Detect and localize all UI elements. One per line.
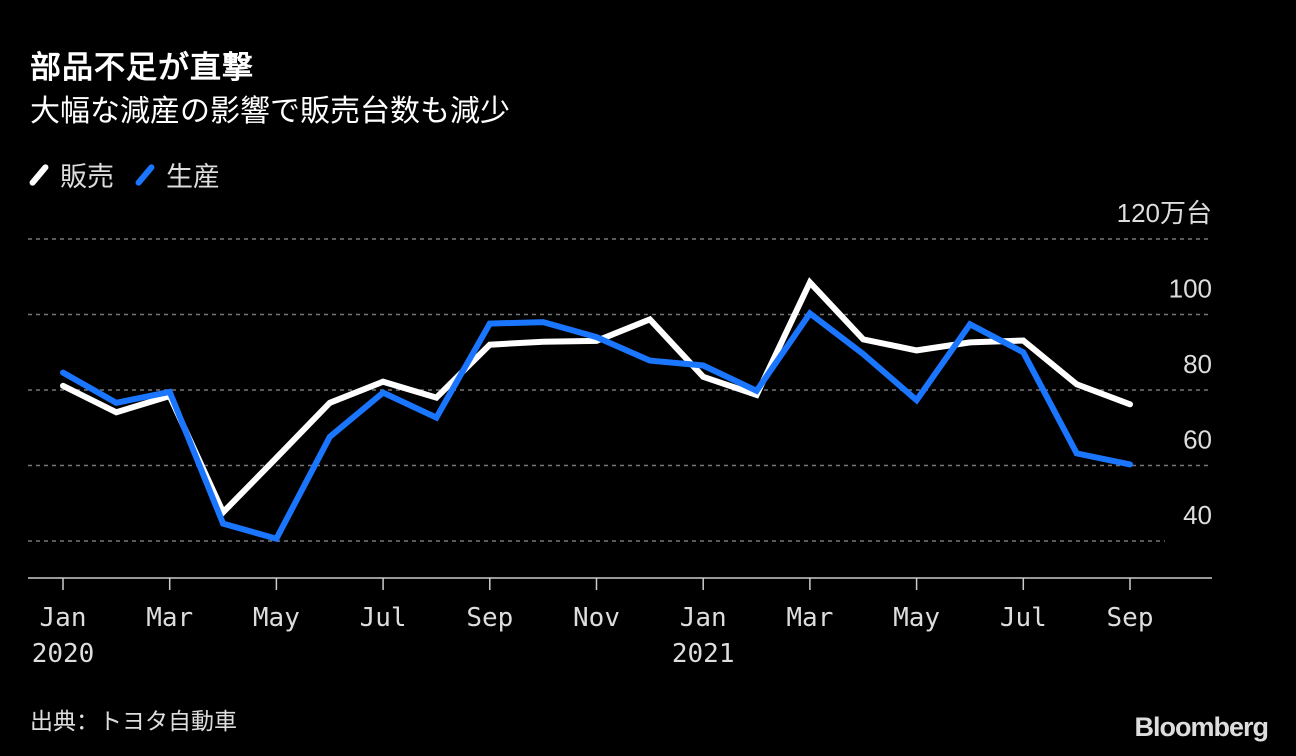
x-tick-label: Jan <box>680 603 727 633</box>
y-tick-label: 80 <box>1183 349 1212 379</box>
x-tick-label: May <box>893 603 940 633</box>
x-tick-label: May <box>253 603 300 633</box>
x-tick-label: Mar <box>146 603 193 633</box>
chart-subtitle: 大幅な減産の影響で販売台数も減少 <box>30 94 510 129</box>
production-line <box>60 309 1133 543</box>
y-tick-label: 100 <box>1169 274 1212 304</box>
x-tick-label: Nov <box>573 603 620 633</box>
x-tick-label: Jul <box>1000 603 1047 633</box>
y-tick-label: 120万台 <box>1117 198 1212 228</box>
legend-label-sales: 販売 <box>60 162 114 193</box>
x-tick-label: 2020 <box>32 639 95 669</box>
x-tick-label: 2021 <box>672 639 735 669</box>
x-tick-label: Jul <box>360 603 407 633</box>
legend: 販売 生産 <box>28 155 220 194</box>
x-tick-label: Sep <box>1107 603 1154 633</box>
bloomberg-logo: Bloomberg <box>1134 712 1269 742</box>
x-tick-label: Mar <box>786 603 833 633</box>
source-note: 出典：トヨタ自動車 <box>30 709 237 735</box>
x-tick-label: Sep <box>466 603 513 633</box>
y-tick-label: 60 <box>1183 425 1212 455</box>
chart-title: 部品不足が直撃 <box>30 50 254 86</box>
legend-label-production: 生産 <box>166 162 220 193</box>
y-tick-label: 40 <box>1183 500 1212 530</box>
x-tick-label: Jan <box>40 603 87 633</box>
sales-line <box>60 277 1133 518</box>
